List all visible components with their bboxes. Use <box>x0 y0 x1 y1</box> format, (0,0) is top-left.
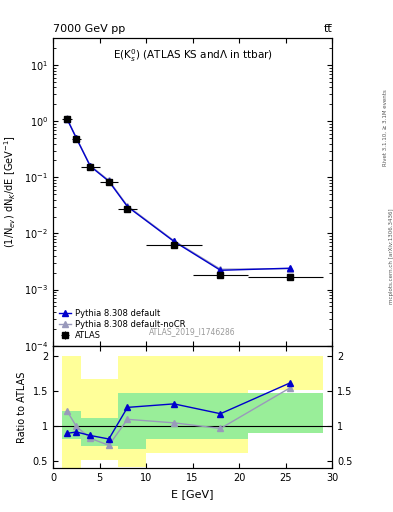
Bar <box>202 356 248 453</box>
Pythia 8.308 default <box>88 163 93 169</box>
Pythia 8.308 default <box>74 135 79 141</box>
Text: ATLAS_2019_I1746286: ATLAS_2019_I1746286 <box>149 327 236 336</box>
Pythia 8.308 default <box>218 267 223 273</box>
Text: Rivet 3.1.10, ≥ 3.1M events: Rivet 3.1.10, ≥ 3.1M events <box>383 90 388 166</box>
Pythia 8.308 default-noCR <box>107 177 111 183</box>
Pythia 8.308 default-noCR <box>74 135 79 141</box>
Bar <box>248 393 323 433</box>
Bar <box>118 393 146 449</box>
Text: mcplots.cern.ch [arXiv:1306.3436]: mcplots.cern.ch [arXiv:1306.3436] <box>389 208 393 304</box>
Text: tt̅: tt̅ <box>323 24 332 34</box>
Text: 7000 GeV pp: 7000 GeV pp <box>53 24 125 34</box>
Bar <box>81 418 99 446</box>
Text: E(K$_s^0$) (ATLAS KS andΛ in ttbar): E(K$_s^0$) (ATLAS KS andΛ in ttbar) <box>113 48 272 65</box>
Pythia 8.308 default-noCR <box>172 238 176 244</box>
Bar <box>62 411 81 439</box>
Pythia 8.308 default-noCR <box>64 115 70 121</box>
Line: Pythia 8.308 default-noCR: Pythia 8.308 default-noCR <box>64 116 293 272</box>
Bar <box>248 356 323 390</box>
Y-axis label: Ratio to ATLAS: Ratio to ATLAS <box>17 371 27 443</box>
Line: Pythia 8.308 default: Pythia 8.308 default <box>64 116 293 273</box>
Bar <box>202 393 248 439</box>
Y-axis label: (1/N$_{ev}$) dN$_K$/dE [GeV$^{-1}$]: (1/N$_{ev}$) dN$_K$/dE [GeV$^{-1}$] <box>3 136 18 248</box>
Pythia 8.308 default <box>288 265 292 271</box>
Bar <box>118 356 146 467</box>
Pythia 8.308 default <box>172 239 176 245</box>
Pythia 8.308 default <box>107 178 111 184</box>
Pythia 8.308 default <box>64 116 70 122</box>
Pythia 8.308 default-noCR <box>218 266 223 272</box>
X-axis label: E [GeV]: E [GeV] <box>171 489 214 499</box>
Pythia 8.308 default-noCR <box>125 203 130 209</box>
Bar <box>146 393 202 439</box>
Bar <box>99 378 118 460</box>
Bar <box>99 418 118 446</box>
Pythia 8.308 default-noCR <box>88 162 93 168</box>
Bar <box>81 378 99 460</box>
Pythia 8.308 default-noCR <box>288 266 292 272</box>
Legend: Pythia 8.308 default, Pythia 8.308 default-noCR, ATLAS: Pythia 8.308 default, Pythia 8.308 defau… <box>57 307 187 342</box>
Pythia 8.308 default <box>125 204 130 210</box>
Bar <box>146 356 202 453</box>
Bar <box>62 356 81 470</box>
